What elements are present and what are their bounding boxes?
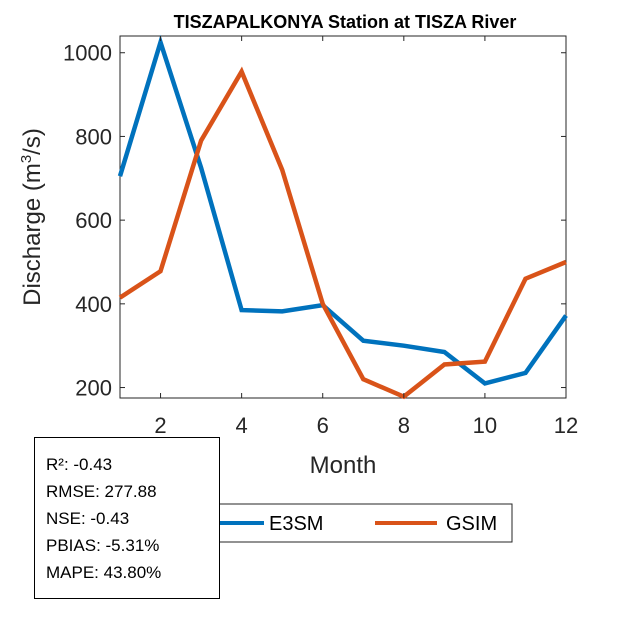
stat-mape: MAPE: 43.80% bbox=[46, 563, 162, 582]
y-axis-ticks: 200 400 600 800 1000 bbox=[63, 41, 566, 401]
stat-pbias: PBIAS: -5.31% bbox=[46, 536, 160, 555]
y-tick-label: 600 bbox=[75, 208, 112, 233]
y-axis-label-tail: /s) bbox=[19, 128, 46, 155]
y-axis-label: Discharge (m3/s) bbox=[18, 128, 46, 306]
statistics-box: R²: -0.43 RMSE: 277.88 NSE: -0.43 PBIAS:… bbox=[34, 437, 220, 599]
y-tick-label: 200 bbox=[75, 376, 112, 401]
x-axis-label: Month bbox=[310, 452, 377, 479]
legend-label-gsim: GSIM bbox=[446, 513, 497, 535]
stat-nse: NSE: -0.43 bbox=[46, 509, 130, 528]
y-axis-label-superscript: 3 bbox=[18, 155, 35, 163]
x-tick-label: 2 bbox=[154, 413, 166, 438]
x-tick-label: 6 bbox=[317, 413, 329, 438]
series-line-e3sm bbox=[117, 34, 568, 386]
y-tick-label: 800 bbox=[75, 124, 112, 149]
x-tick-label: 10 bbox=[473, 413, 497, 438]
y-axis-label-main: Discharge (m bbox=[19, 163, 46, 306]
series-layer bbox=[117, 34, 568, 400]
y-tick-label: 1000 bbox=[63, 41, 112, 66]
x-tick-label: 8 bbox=[398, 413, 410, 438]
stat-rmse: RMSE: 277.88 bbox=[46, 482, 157, 501]
chart-title: TISZAPALKONYA Station at TISZA River bbox=[174, 12, 517, 32]
x-axis-ticks: 2 4 6 8 10 12 bbox=[154, 36, 578, 438]
legend-label-e3sm: E3SM bbox=[269, 513, 323, 535]
x-tick-label: 12 bbox=[554, 413, 578, 438]
x-tick-label: 4 bbox=[236, 413, 248, 438]
stat-r2: R²: -0.43 bbox=[46, 455, 113, 474]
y-tick-label: 400 bbox=[75, 292, 112, 317]
series-line-gsim bbox=[118, 66, 567, 400]
plot-area: 2 4 6 8 10 12 200 400 600 800 1000 bbox=[63, 34, 578, 438]
legend: E3SM GSIM bbox=[205, 503, 513, 543]
